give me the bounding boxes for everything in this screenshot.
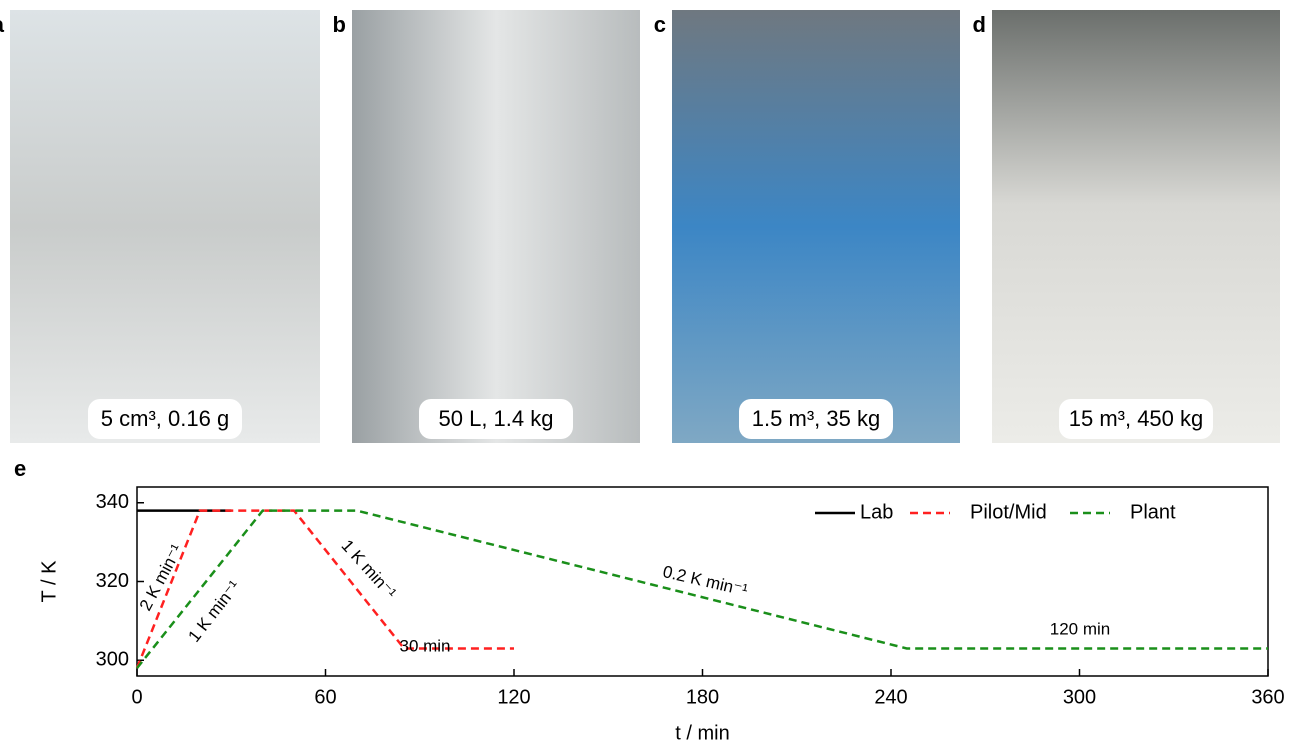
panel-label: c bbox=[654, 12, 666, 37]
y-tick-label: 340 bbox=[96, 491, 129, 513]
chart: e 0 60 120 180 240 300 360 300 320 340 t / min T / K… bbox=[14, 456, 1285, 744]
panel-label: d bbox=[973, 12, 986, 37]
photo bbox=[10, 10, 320, 443]
annotation: 1 K min⁻¹ bbox=[338, 536, 401, 603]
legend-label: Plant bbox=[1130, 501, 1176, 523]
photo bbox=[352, 10, 640, 443]
panel-label: b bbox=[333, 12, 346, 37]
photo-caption: 50 L, 1.4 kg bbox=[439, 406, 554, 431]
annotation: 0.2 K min⁻¹ bbox=[661, 562, 750, 600]
photo-caption: 15 m³, 450 kg bbox=[1069, 406, 1204, 431]
panel-label: a bbox=[0, 12, 5, 37]
legend-label: Pilot/Mid bbox=[970, 501, 1047, 523]
y-tick-label: 320 bbox=[96, 570, 129, 592]
x-tick-label: 300 bbox=[1063, 686, 1096, 708]
photo-panels: a 5 cm³, 0.16 g b 50 L, 1.4 kg c 1.5 m³, 35 k… bbox=[0, 10, 1280, 443]
annotation: 30 min bbox=[399, 636, 450, 655]
x-tick-label: 60 bbox=[314, 686, 336, 708]
series-line bbox=[137, 511, 514, 669]
annotation: 1 K min⁻¹ bbox=[184, 577, 244, 646]
x-tick-label: 180 bbox=[686, 686, 719, 708]
panel-label: e bbox=[14, 456, 26, 481]
x-tick-label: 360 bbox=[1251, 686, 1284, 708]
y-axis-label: T / K bbox=[38, 560, 60, 603]
legend-label: Lab bbox=[860, 501, 893, 523]
figure: a 5 cm³, 0.16 g b 50 L, 1.4 kg c 1.5 m³, 35 k… bbox=[0, 0, 1292, 746]
photo bbox=[992, 10, 1280, 443]
x-tick-label: 240 bbox=[874, 686, 907, 708]
x-tick-label: 0 bbox=[131, 686, 142, 708]
x-tick-label: 120 bbox=[497, 686, 530, 708]
annotation: 120 min bbox=[1050, 619, 1110, 638]
photo-caption: 5 cm³, 0.16 g bbox=[101, 406, 229, 431]
x-axis-label: t / min bbox=[675, 722, 729, 744]
photo-caption: 1.5 m³, 35 kg bbox=[752, 406, 880, 431]
photo bbox=[672, 10, 960, 443]
annotation: 2 K min⁻¹ bbox=[136, 541, 187, 614]
y-tick-label: 300 bbox=[96, 649, 129, 671]
